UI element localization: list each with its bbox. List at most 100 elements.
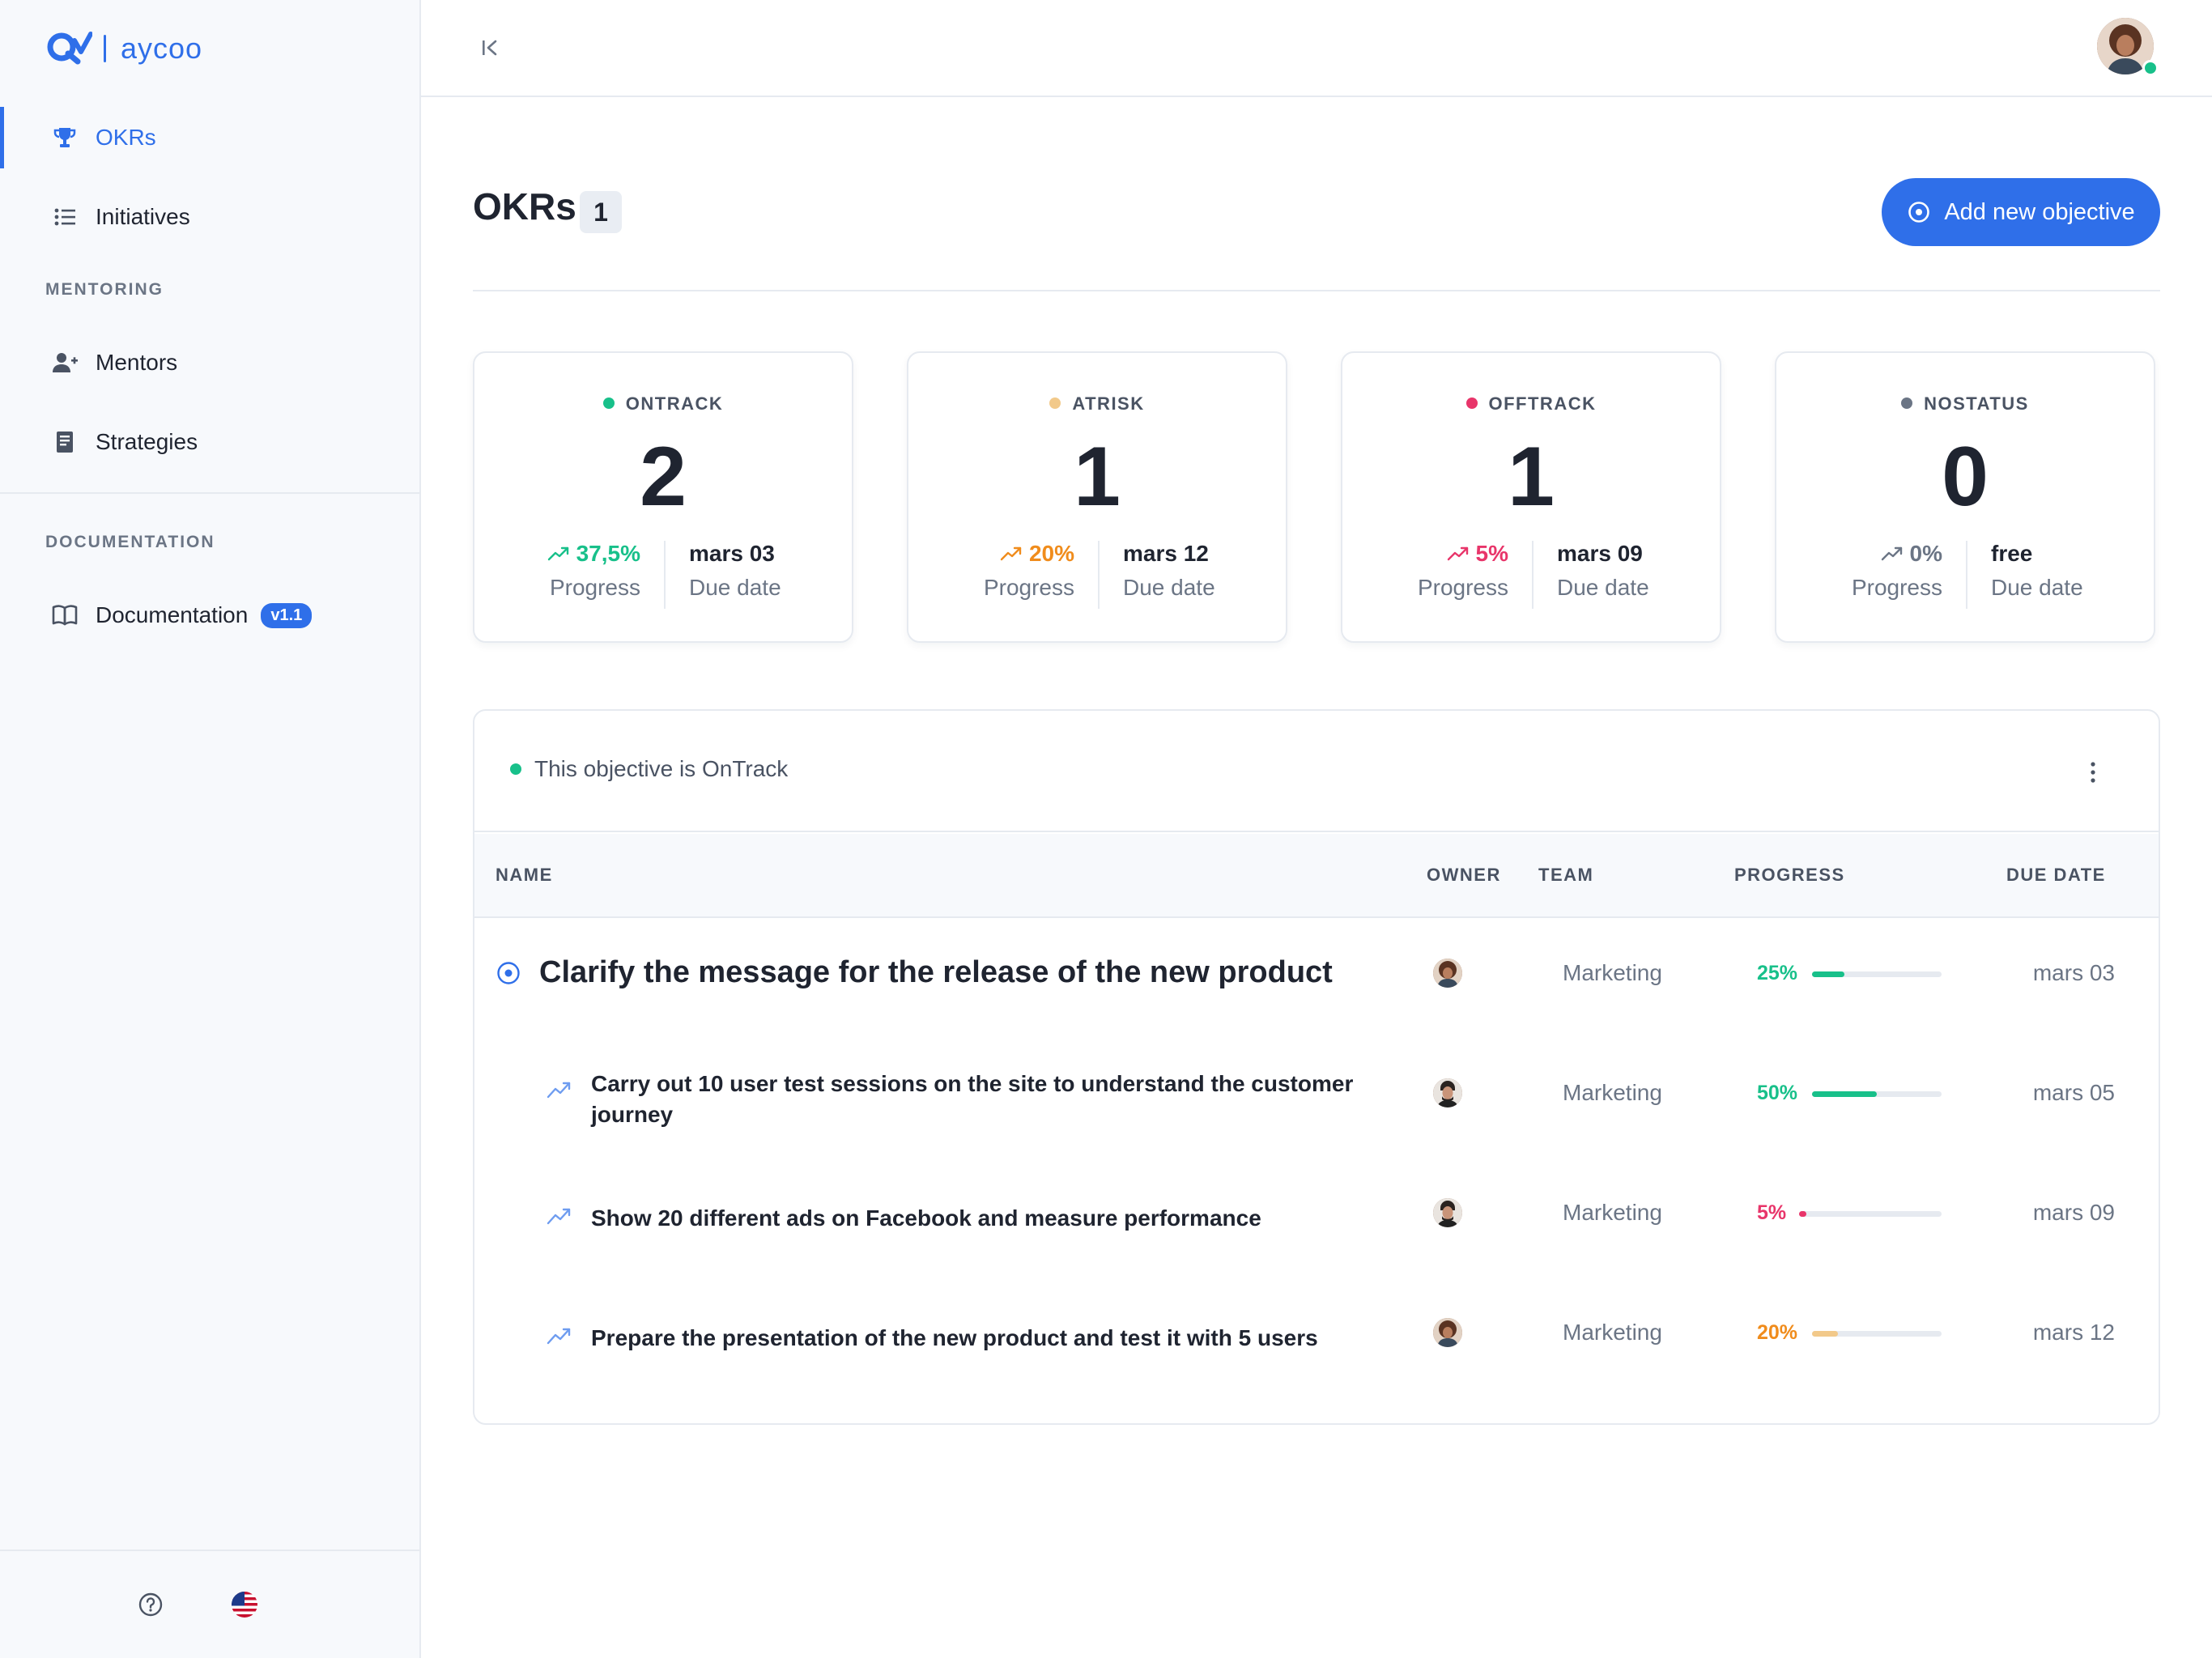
brand-logo[interactable]: aycoo (45, 29, 202, 68)
progress-percent: 50% (1757, 1082, 1798, 1104)
sidebar-item-label: Initiatives (96, 204, 190, 229)
trend-up-icon (547, 1208, 571, 1225)
owner-avatar[interactable] (1433, 959, 1462, 988)
status-count: 1 (1074, 430, 1121, 524)
status-dot (510, 763, 521, 775)
progress-percent: 5% (1757, 1201, 1787, 1224)
progress-percent: 37,5% (576, 541, 640, 566)
due-date: mars 09 (2032, 1200, 2115, 1225)
brand-name: aycoo (121, 32, 203, 65)
sidebar-item-documentation[interactable]: Documentation v1.1 (0, 585, 421, 646)
progress-value: 37,5% (474, 541, 640, 567)
sidebar-item-okrs[interactable]: OKRs (0, 107, 421, 168)
column-name[interactable]: NAME (496, 865, 553, 885)
list-icon (52, 204, 78, 230)
sidebar-item-label: OKRs (96, 125, 156, 150)
help-circle-icon[interactable] (138, 1592, 164, 1618)
sidebar-item-label: Documentation (96, 602, 249, 627)
sidebar-item-mentors[interactable]: Mentors (0, 332, 421, 393)
section-label-documentation: DOCUMENTATION (45, 533, 215, 551)
key-result-title[interactable]: Show 20 different ads on Facebook and me… (591, 1203, 1261, 1234)
collapse-left-icon[interactable] (478, 36, 502, 60)
aycoo-logo-mark (47, 32, 92, 65)
due-caption: Due date (1991, 575, 2083, 600)
page-title: OKRs (473, 185, 576, 227)
column-due-date[interactable]: DUE DATE (2006, 865, 2106, 885)
due-date: mars 03 (689, 541, 775, 566)
progress-value: 5% (1342, 541, 1508, 567)
sidebar-divider (0, 492, 419, 494)
due-caption: Due date (1123, 575, 1215, 600)
status-text: NOSTATUS (1924, 393, 2029, 414)
objective-count-badge: 1 (580, 191, 622, 233)
status-card-nostatus[interactable]: NOSTATUS 0 0% Progress free Due date (1775, 351, 2155, 643)
team-label: Marketing (1563, 1320, 1662, 1345)
status-count: 2 (640, 430, 687, 524)
more-options-icon[interactable] (2089, 761, 2097, 784)
progress-bar (1812, 971, 1942, 977)
status-count: 1 (1508, 430, 1555, 524)
progress-caption: Progress (1851, 575, 1942, 600)
progress-bar (1812, 1091, 1942, 1097)
progress-percent: 5% (1475, 541, 1508, 566)
sidebar-item-strategies[interactable]: Strategies (0, 411, 421, 473)
key-result-title-line: Show 20 different ads on Facebook and me… (591, 1205, 1261, 1231)
table-header: NAME OWNER TEAM PROGRESS DUE DATE (474, 834, 2159, 918)
trend-up-icon (547, 1328, 571, 1345)
status-text: ONTRACK (625, 393, 724, 414)
status-card-ontrack[interactable]: ONTRACK 2 37,5% Progress mars 03 Due dat… (473, 351, 853, 643)
progress-value: 20% (908, 541, 1074, 567)
owner-avatar[interactable] (1433, 1318, 1462, 1347)
target-icon (497, 962, 520, 984)
key-result-title[interactable]: Carry out 10 user test sessions on the s… (591, 1069, 1353, 1130)
team-label: Marketing (1563, 1080, 1662, 1105)
objective-status-text: This objective is OnTrack (534, 756, 789, 781)
objective-header: This objective is OnTrack (474, 711, 2159, 832)
due-caption: Due date (1557, 575, 1649, 600)
progress-percent: 0% (1909, 541, 1942, 566)
add-user-icon (52, 350, 78, 376)
progress-column: 5% Progress (1342, 541, 1533, 601)
section-label-mentoring: MENTORING (45, 280, 164, 299)
progress-bar (1799, 1211, 1942, 1217)
progress-column: 37,5% Progress (474, 541, 665, 601)
us-flag-icon[interactable] (232, 1592, 257, 1618)
progress-column: 20% Progress (908, 541, 1099, 601)
top-bar (421, 0, 2212, 97)
card-divider (664, 541, 666, 609)
key-result-title[interactable]: Prepare the presentation of the new prod… (591, 1323, 1318, 1354)
status-card-atrisk[interactable]: ATRISK 1 20% Progress mars 12 Due date (907, 351, 1287, 643)
status-card-offtrack[interactable]: OFFTRACK 1 5% Progress mars 09 Due date (1341, 351, 1721, 643)
add-objective-button[interactable]: Add new objective (1882, 178, 2160, 246)
column-owner[interactable]: OWNER (1427, 865, 1501, 885)
owner-avatar[interactable] (1433, 1198, 1462, 1227)
key-result-row[interactable]: Prepare the presentation of the new prod… (474, 1279, 2159, 1399)
column-progress[interactable]: PROGRESS (1734, 865, 1845, 885)
column-team[interactable]: TEAM (1538, 865, 1594, 885)
objective-row[interactable]: Clarify the message for the release of t… (474, 920, 2159, 1039)
progress-column: 0% Progress (1776, 541, 1967, 601)
team-label: Marketing (1563, 960, 1662, 985)
progress-percent: 25% (1757, 962, 1798, 984)
add-objective-label: Add new objective (1944, 198, 2135, 225)
progress-bar-fill (1812, 1331, 1838, 1337)
sidebar-footer-divider (0, 1550, 419, 1551)
logo-separator (104, 35, 106, 62)
objective-card: This objective is OnTrack NAME OWNER TEA… (473, 709, 2160, 1425)
trend-up-icon (547, 1082, 571, 1099)
key-result-row[interactable]: Show 20 different ads on Facebook and me… (474, 1159, 2159, 1279)
sidebar-item-initiatives[interactable]: Initiatives (0, 186, 421, 248)
due-column: mars 03 Due date (665, 541, 781, 601)
card-divider (1098, 541, 1100, 609)
progress-bar-fill (1812, 1091, 1877, 1097)
trend-up-icon (1000, 546, 1022, 561)
owner-avatar[interactable] (1433, 1078, 1462, 1107)
objective-title[interactable]: Clarify the message for the release of t… (539, 955, 1333, 989)
status-label: ONTRACK (474, 393, 852, 414)
progress-caption: Progress (549, 575, 640, 600)
key-result-row[interactable]: Carry out 10 user test sessions on the s… (474, 1039, 2159, 1159)
version-badge: v1.1 (261, 602, 313, 628)
trophy-icon (52, 125, 78, 151)
objective-status: This objective is OnTrack (510, 756, 788, 782)
trend-up-icon (547, 546, 568, 561)
